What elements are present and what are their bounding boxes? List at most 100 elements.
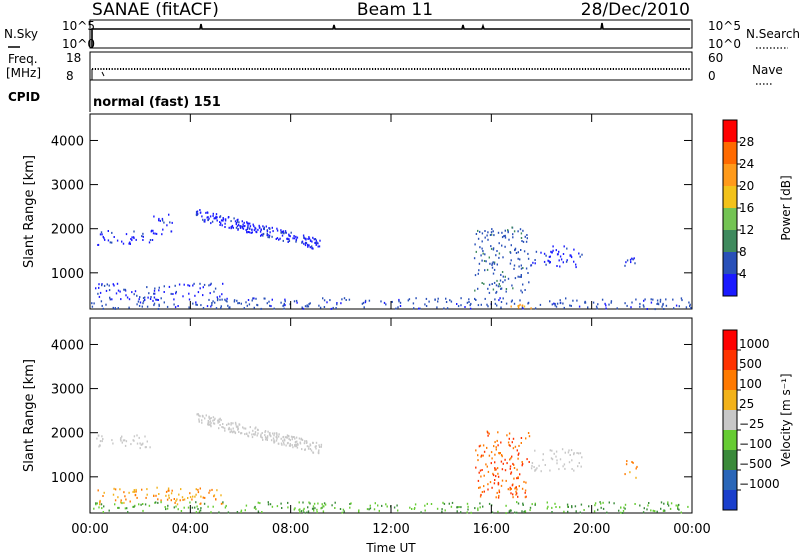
echo-cell [161, 219, 164, 222]
echo-cell [125, 440, 128, 443]
echo-cell [522, 307, 524, 310]
echo-cell [199, 503, 201, 505]
echo-cell [160, 297, 162, 300]
echo-cell [543, 252, 546, 255]
y-tick-label: 2000 [51, 223, 84, 238]
echo-cell [306, 511, 308, 514]
echo-cell [296, 236, 299, 239]
echo-cell [217, 421, 219, 424]
echo-cell [561, 448, 564, 451]
echo-cell [133, 237, 135, 240]
echo-cell [251, 433, 253, 436]
echo-cell [197, 413, 199, 416]
echo-cell [474, 507, 476, 510]
echo-cell [173, 298, 175, 301]
echo-cell [527, 252, 529, 255]
echo-cell [377, 504, 379, 507]
nsearch-tick-top: 10^5 [708, 19, 741, 33]
echo-cell [545, 263, 547, 266]
echo-cell [260, 435, 262, 437]
echo-cell [205, 414, 207, 417]
echo-cell [330, 307, 333, 310]
echo-cell [501, 244, 503, 247]
echo-cell [509, 444, 511, 447]
echo-cell [512, 447, 515, 450]
echo-cell [450, 505, 453, 508]
nsky-label: N.Sky [4, 27, 38, 41]
echo-cell [481, 282, 483, 284]
echo-cell [632, 461, 634, 464]
echo-cell [546, 501, 548, 504]
echo-cell [153, 304, 155, 307]
echo-cell [562, 261, 564, 264]
echo-cell [456, 506, 458, 509]
echo-cell [219, 215, 222, 218]
echo-cell [212, 422, 215, 425]
echo-cell [195, 511, 198, 514]
echo-cell [264, 436, 267, 439]
echo-cell [558, 250, 560, 253]
echo-cell [232, 422, 234, 425]
echo-cell [198, 510, 201, 513]
echo-cell [287, 237, 289, 240]
echo-cell [119, 438, 122, 441]
echo-cell [634, 262, 636, 265]
echo-cell [623, 506, 625, 509]
echo-cell [128, 242, 130, 245]
echo-cell [311, 507, 314, 510]
echo-cell [460, 297, 462, 300]
echo-cell [514, 511, 516, 514]
echo-cell [150, 296, 152, 298]
echo-cell [138, 503, 140, 506]
echo-cell [132, 490, 134, 493]
echo-region [473, 226, 530, 294]
echo-cell [123, 288, 125, 291]
echo-cell [235, 423, 237, 426]
echo-cell [242, 227, 245, 230]
echo-cell [681, 299, 683, 302]
echo-cell [667, 503, 669, 505]
echo-cell [504, 469, 507, 472]
echo-cell [319, 239, 321, 242]
echo-cell [555, 506, 557, 508]
echo-cell [639, 302, 641, 305]
echo-cell [515, 252, 518, 254]
echo-cell [624, 507, 626, 510]
echo-cell [386, 505, 388, 508]
echo-cell [573, 452, 575, 455]
echo-cell [500, 484, 503, 487]
echo-cell [478, 471, 480, 474]
echo-cell [483, 485, 485, 488]
echo-cell [521, 487, 524, 490]
echo-cell [497, 231, 500, 234]
echo-cell [487, 483, 489, 486]
echo-cell [211, 220, 214, 223]
echo-cell [177, 305, 179, 307]
echo-cell [245, 229, 247, 231]
echo-cell [200, 507, 202, 510]
echo-cell [654, 510, 656, 513]
echo-cell [526, 234, 528, 236]
echo-cell [569, 304, 571, 307]
echo-cell [320, 507, 322, 510]
echo-cell [174, 284, 176, 287]
echo-cell [173, 303, 175, 306]
echo-cell [237, 425, 239, 428]
echo-cell [257, 228, 259, 231]
colorbar-segment [723, 164, 737, 186]
colorbar-segment [723, 252, 737, 274]
echo-cell [151, 239, 154, 241]
echo-cell [295, 436, 298, 439]
echo-cell [489, 481, 492, 484]
echo-cell [240, 432, 242, 435]
echo-cell [631, 461, 633, 463]
echo-cell [296, 440, 298, 443]
echo-cell [594, 502, 597, 505]
echo-cell [315, 441, 318, 444]
echo-cell [505, 288, 508, 290]
echo-cell [479, 246, 481, 249]
echo-cell [508, 432, 511, 435]
echo-cell [270, 435, 272, 438]
echo-cell [142, 509, 144, 512]
echo-cell [265, 437, 268, 440]
